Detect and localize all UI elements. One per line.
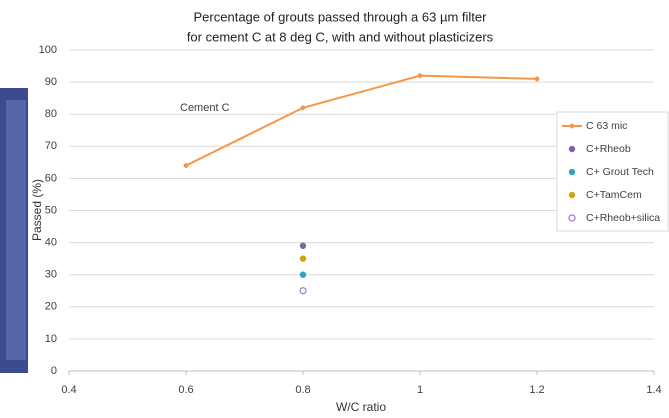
- y-tick-label: 30: [45, 269, 57, 281]
- legend-box: [556, 111, 669, 232]
- y-tick-label: 100: [39, 44, 57, 56]
- legend-label: C+ Grout Tech: [586, 166, 654, 178]
- y-tick-label: 0: [51, 365, 57, 377]
- background-photo-detail: [6, 100, 26, 360]
- legend-marker: [568, 168, 576, 176]
- chart-title: Percentage of grouts passed through a 63…: [194, 9, 488, 24]
- legend-label: C+Rheob+silica: [586, 212, 660, 224]
- x-tick-label: 0.8: [295, 384, 310, 396]
- x-tick-label: 1.2: [529, 384, 544, 396]
- legend-marker: [568, 214, 576, 222]
- data-point: [183, 163, 189, 169]
- x-axis-title: W/C ratio: [336, 400, 386, 414]
- legend-label: C+Rheob: [586, 143, 631, 155]
- series-line: [185, 74, 538, 167]
- x-tick-label: 0.4: [61, 384, 76, 396]
- annotation: Cement C: [180, 102, 230, 114]
- data-point: [534, 76, 540, 82]
- y-tick-label: 50: [45, 204, 57, 216]
- x-tick-label: 1: [417, 384, 423, 396]
- data-point: [299, 255, 307, 262]
- y-tick-label: 70: [45, 140, 57, 152]
- legend-label: C 63 mic: [586, 120, 627, 132]
- legend-label: C+TamCem: [586, 189, 642, 201]
- y-axis-title: Passed (%): [30, 179, 44, 241]
- y-tick-label: 90: [45, 76, 57, 88]
- y-tick-label: 60: [45, 172, 57, 184]
- legend-marker: [568, 145, 576, 153]
- data-point: [299, 271, 307, 278]
- data-point: [300, 105, 306, 111]
- legend-marker: [568, 191, 576, 199]
- x-tick-label: 1.4: [646, 384, 661, 396]
- data-point: [299, 242, 307, 250]
- data-point: [417, 73, 423, 79]
- y-tick-label: 40: [45, 237, 57, 249]
- chart-title: for cement C at 8 deg C, with and withou…: [187, 29, 494, 44]
- data-point: [299, 287, 307, 295]
- x-tick-label: 0.6: [178, 384, 193, 396]
- y-tick-label: 10: [45, 333, 57, 345]
- legend-marker: [569, 123, 575, 129]
- y-tick-label: 20: [45, 301, 57, 313]
- y-tick-label: 80: [45, 108, 57, 120]
